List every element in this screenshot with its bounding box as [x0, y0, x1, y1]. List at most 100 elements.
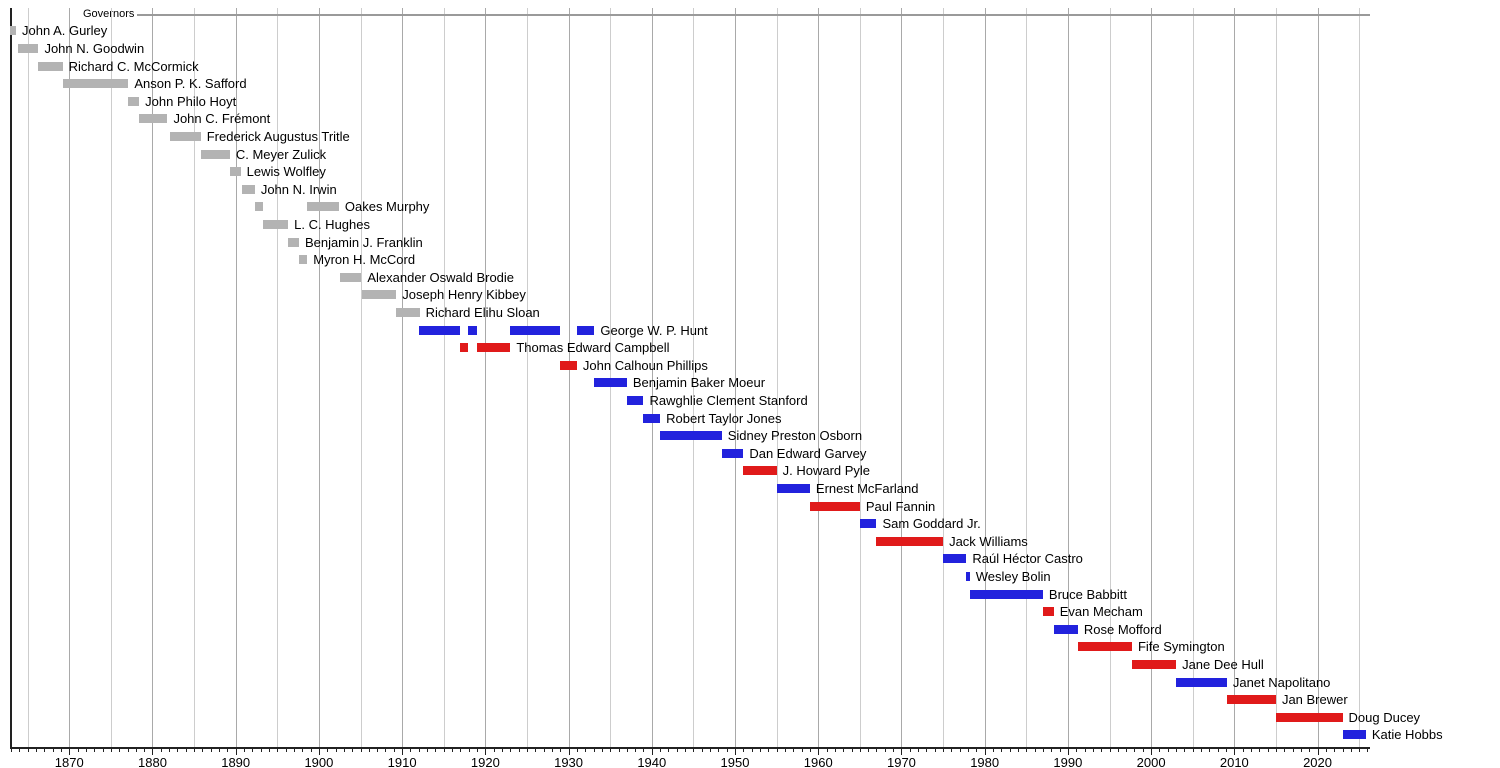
term-bar	[1131, 660, 1177, 669]
axis-minor-tick	[1134, 748, 1136, 752]
axis-minor-tick	[285, 748, 287, 752]
axis-major-tick	[568, 748, 570, 755]
axis-minor-tick	[618, 748, 620, 752]
governor-label: Evan Mecham	[1059, 604, 1143, 620]
gridline	[1359, 8, 1361, 747]
axis-minor-tick	[1226, 748, 1227, 752]
term-bar	[1077, 642, 1132, 652]
gridline	[318, 8, 320, 747]
axis-minor-tick	[926, 748, 928, 752]
governor-label: Doug Ducey	[1348, 709, 1421, 725]
gridline	[194, 8, 196, 747]
axis-minor-tick	[1184, 748, 1186, 752]
axis-minor-tick	[643, 748, 645, 752]
axis-minor-tick	[277, 748, 279, 752]
axis-minor-tick	[343, 748, 345, 752]
axis-major-tick	[901, 748, 903, 755]
axis-major-tick	[1234, 748, 1236, 755]
axis-minor-tick	[718, 748, 720, 752]
axis-minor-tick	[992, 748, 994, 752]
axis-major-tick	[1317, 748, 1319, 755]
gridline	[651, 8, 653, 747]
axis-minor-tick	[460, 748, 462, 752]
axis-minor-tick	[601, 748, 603, 752]
axis-minor-tick	[427, 748, 429, 752]
term-bar	[576, 325, 595, 335]
gridline	[693, 8, 695, 747]
axis-minor-tick	[1300, 748, 1302, 752]
term-bar	[307, 202, 339, 212]
axis-minor-tick	[793, 748, 795, 752]
axis-minor-tick	[202, 748, 204, 752]
axis-minor-tick	[1001, 748, 1003, 752]
axis-minor-tick	[743, 748, 745, 752]
axis-minor-tick	[976, 748, 978, 752]
term-bar	[242, 184, 255, 194]
gridline	[776, 8, 778, 747]
axis-minor-tick	[660, 748, 662, 752]
axis-minor-tick	[169, 748, 171, 752]
axis-minor-tick	[676, 748, 678, 752]
axis-major-tick	[735, 748, 736, 755]
governor-label: Rose Mofford	[1083, 621, 1162, 637]
gridline	[1192, 8, 1194, 747]
governor-label: Ernest McFarland	[815, 481, 919, 496]
axis-tick-label: 1950	[720, 754, 750, 768]
axis-minor-tick	[668, 748, 670, 752]
axis-minor-tick	[1101, 748, 1103, 752]
axis-tick-label: 1900	[304, 754, 334, 768]
axis-minor-tick	[1017, 748, 1019, 752]
axis-minor-tick	[1201, 748, 1203, 752]
axis-minor-tick	[1325, 748, 1327, 752]
term-bar	[418, 325, 461, 335]
governor-label: Sidney Preston Osborn	[727, 428, 863, 444]
governor-label: John Calhoun Phillips	[582, 357, 708, 373]
axis-minor-tick	[1242, 748, 1244, 752]
axis-minor-tick	[327, 748, 329, 752]
gridline	[1234, 8, 1236, 747]
governor-label: Oakes Murphy	[344, 199, 430, 215]
governor-label: Anson P. K. Safford	[134, 76, 247, 92]
axis-minor-tick	[244, 748, 246, 752]
governor-label: Thomas Edward Campbell	[516, 340, 670, 356]
axis-minor-tick	[809, 748, 811, 752]
axis-major-tick	[318, 748, 320, 755]
term-bar	[362, 290, 397, 300]
axis-minor-tick	[35, 748, 37, 752]
axis-minor-tick	[610, 748, 612, 752]
axis-minor-tick	[268, 748, 270, 752]
gridline	[27, 8, 29, 747]
term-bar	[38, 61, 63, 71]
governor-label: George W. P. Hunt	[600, 322, 708, 338]
axis-minor-tick	[227, 748, 229, 752]
governor-label: Dan Edward Garvey	[749, 445, 867, 461]
term-bar	[969, 589, 1043, 599]
axis-major-tick	[651, 748, 653, 755]
axis-minor-tick	[518, 748, 520, 752]
term-bar	[643, 413, 661, 423]
gridline	[735, 8, 736, 747]
term-bar	[128, 96, 140, 106]
axis-minor-tick	[1250, 748, 1252, 752]
axis-minor-tick	[1026, 748, 1028, 752]
axis-minor-tick	[1209, 748, 1211, 752]
axis-minor-tick	[210, 748, 212, 752]
governor-label: Jane Dee Hull	[1182, 657, 1264, 672]
axis-minor-tick	[943, 748, 945, 752]
axis-minor-tick	[593, 748, 595, 752]
term-bar	[254, 202, 264, 212]
gridline	[818, 8, 820, 747]
gridline	[859, 8, 861, 747]
term-bar	[10, 26, 16, 36]
term-bar	[743, 466, 777, 476]
axis-minor-tick	[1051, 748, 1053, 752]
axis-minor-tick	[801, 748, 803, 752]
gridline	[277, 8, 279, 747]
axis-major-tick	[1067, 748, 1069, 755]
axis-minor-tick	[959, 748, 961, 752]
axis-minor-tick	[1334, 748, 1336, 752]
gridline	[901, 8, 903, 747]
gridline	[110, 8, 112, 747]
axis-tick-label: 1910	[387, 754, 417, 768]
axis-minor-tick	[585, 748, 587, 752]
